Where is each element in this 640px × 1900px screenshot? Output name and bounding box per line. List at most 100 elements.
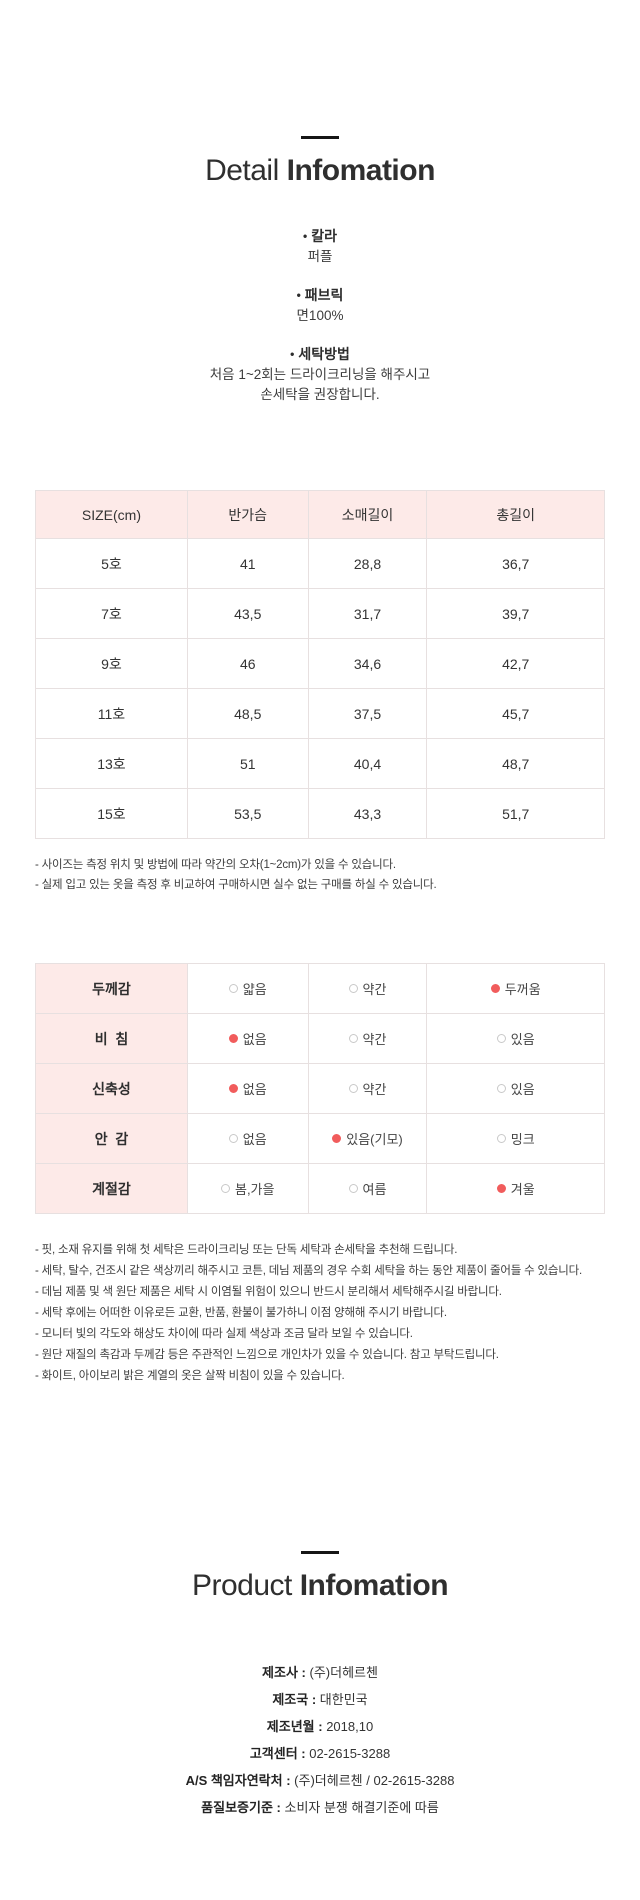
size-cell: 31,7 xyxy=(307,588,428,639)
attribute-option-cell: 없음 xyxy=(186,1063,309,1114)
size-cell: 11호 xyxy=(35,688,188,739)
spec-value-line: 손세탁을 권장합니다. xyxy=(260,387,380,402)
size-cell: 46 xyxy=(186,638,309,689)
care-notes: - 핏, 소재 유지를 위해 첫 세탁은 드라이크리닝 또는 단독 세탁과 손세… xyxy=(0,1240,640,1387)
spec-item-washing: • 세탁방법 처음 1~2회는 드라이크리닝을 해주시고 손세탁을 권장합니다. xyxy=(0,344,640,405)
bullet-icon: • xyxy=(303,229,308,243)
product-info-value: 02-2615-3288 xyxy=(309,1746,391,1761)
attribute-label-cell: 두께감 xyxy=(35,963,188,1014)
radio-icon xyxy=(496,1034,506,1043)
attribute-option-cell: 봄,가을 xyxy=(186,1163,309,1214)
size-table-row: 13호 51 40,4 48,7 xyxy=(35,738,605,789)
product-info-list: 제조사 : (주)더헤르첸 제조국 : 대한민국 제조년월 : 2018,10 … xyxy=(0,1659,640,1821)
attribute-label-cell: 비 침 xyxy=(35,1013,188,1064)
attribute-table: 두께감 얇음 약간 두꺼움 비 침 없음 약간 있음 신축성 없음 약간 있음 … xyxy=(35,963,605,1214)
size-table-row: 15호 53,5 43,3 51,7 xyxy=(35,788,605,839)
spec-label: • 세탁방법 xyxy=(0,344,640,365)
product-info-row-country: 제조국 : 대한민국 xyxy=(0,1686,640,1713)
radio-icon xyxy=(348,1034,358,1043)
product-info-separator: : xyxy=(297,1665,310,1680)
attribute-option-label: 있음 xyxy=(510,1032,535,1047)
size-cell: 5호 xyxy=(35,538,188,589)
title-bold: Infomation xyxy=(286,154,436,187)
attribute-option-cell: 약간 xyxy=(307,1013,428,1064)
size-cell: 40,4 xyxy=(307,738,428,789)
size-cell: 9호 xyxy=(35,638,188,689)
attribute-option-label: 없음 xyxy=(242,1132,267,1147)
attribute-option-cell: 두꺼움 xyxy=(426,963,605,1014)
attribute-option-cell: 약간 xyxy=(307,1063,428,1114)
radio-icon xyxy=(228,1034,238,1043)
size-cell: 42,7 xyxy=(426,638,605,689)
radio-icon xyxy=(496,1134,506,1143)
radio-icon xyxy=(220,1184,230,1193)
size-table-header-cell: SIZE(cm) xyxy=(35,490,188,539)
note-line: - 실제 입고 있는 옷을 측정 후 비교하여 구매하시면 실수 없는 구매를 … xyxy=(35,879,437,891)
size-table: SIZE(cm) 반가슴 소매길이 총길이 5호 41 28,8 36,7 7호… xyxy=(35,490,605,839)
attribute-option-label: 있음(기모) xyxy=(346,1132,403,1147)
radio-icon xyxy=(496,1184,506,1193)
attribute-option-cell: 있음 xyxy=(426,1013,605,1064)
attribute-option-label: 봄,가을 xyxy=(234,1182,275,1197)
bullet-icon: • xyxy=(290,347,295,361)
attribute-option-cell: 있음(기모) xyxy=(307,1113,428,1164)
size-table-row: 7호 43,5 31,7 39,7 xyxy=(35,588,605,639)
note-line: - 세탁 후에는 어떠한 이유로든 교환, 반품, 환불이 불가하니 이점 양해… xyxy=(35,1307,447,1319)
product-info-label: 제조사 xyxy=(262,1665,298,1680)
radio-icon xyxy=(348,1184,358,1193)
product-info-label: A/S 책임자연락처 xyxy=(185,1773,283,1788)
attribute-option-label: 약간 xyxy=(362,982,387,997)
spec-label: • 패브릭 xyxy=(0,285,640,306)
size-cell: 39,7 xyxy=(426,588,605,639)
section-divider-bar xyxy=(301,136,339,139)
product-info-separator: : xyxy=(272,1800,285,1815)
radio-icon xyxy=(228,1134,238,1143)
size-cell: 48,7 xyxy=(426,738,605,789)
product-section-title: Product Infomation xyxy=(0,1569,640,1603)
title-light: Detail xyxy=(205,154,279,187)
attribute-option-label: 밍크 xyxy=(510,1132,535,1147)
attribute-option-cell: 없음 xyxy=(186,1113,309,1164)
attribute-option-cell: 밍크 xyxy=(426,1113,605,1164)
size-cell: 36,7 xyxy=(426,538,605,589)
size-cell: 13호 xyxy=(35,738,188,789)
attribute-option-cell: 없음 xyxy=(186,1013,309,1064)
spec-label: • 칼라 xyxy=(0,226,640,247)
spec-item-fabric: • 패브릭 면100% xyxy=(0,285,640,326)
attribute-option-label: 약간 xyxy=(362,1032,387,1047)
radio-icon xyxy=(228,1084,238,1093)
size-cell: 51 xyxy=(186,738,309,789)
product-info-value: (주)더헤르첸 xyxy=(309,1665,378,1680)
size-table-notes: - 사이즈는 측정 위치 및 방법에 따라 약간의 오차(1~2cm)가 있을 … xyxy=(0,855,640,895)
note-line: - 세탁, 탈수, 건조시 같은 색상끼리 해주시고 코튼, 데님 제품의 경우… xyxy=(35,1265,582,1277)
spec-item-color: • 칼라 퍼플 xyxy=(0,226,640,267)
product-info-row-customer-center: 고객센터 : 02-2615-3288 xyxy=(0,1740,640,1767)
attribute-row-elasticity: 신축성 없음 약간 있음 xyxy=(35,1063,605,1114)
spec-value-line: 처음 1~2회는 드라이크리닝을 해주시고 xyxy=(209,367,431,382)
attribute-row-lining: 안 감 없음 있음(기모) 밍크 xyxy=(35,1113,605,1164)
section-divider-bar xyxy=(301,1551,339,1554)
attribute-row-thickness: 두께감 얇음 약간 두꺼움 xyxy=(35,963,605,1014)
title-bold: Infomation xyxy=(299,1569,449,1602)
attribute-option-label: 여름 xyxy=(362,1182,387,1197)
product-info-label: 품질보증기준 xyxy=(201,1800,273,1815)
radio-icon xyxy=(348,984,358,993)
size-cell: 34,6 xyxy=(307,638,428,689)
attribute-option-label: 있음 xyxy=(510,1082,535,1097)
spec-label-text: 세탁방법 xyxy=(298,346,350,362)
product-info-separator: : xyxy=(308,1692,320,1707)
spec-value-line: 퍼플 xyxy=(307,249,333,264)
product-info-value: 대한민국 xyxy=(319,1692,368,1707)
size-table-row: 11호 48,5 37,5 45,7 xyxy=(35,688,605,739)
attribute-option-cell: 약간 xyxy=(307,963,428,1014)
product-info-value: 2018,10 xyxy=(326,1719,374,1734)
size-cell: 37,5 xyxy=(307,688,428,739)
attribute-option-cell: 겨울 xyxy=(426,1163,605,1214)
size-cell: 43,5 xyxy=(186,588,309,639)
attribute-option-label: 약간 xyxy=(362,1082,387,1097)
bullet-icon: • xyxy=(296,288,301,302)
attribute-row-sheerness: 비 침 없음 약간 있음 xyxy=(35,1013,605,1064)
product-info-label: 제조년월 xyxy=(266,1719,315,1734)
size-cell: 53,5 xyxy=(186,788,309,839)
attribute-option-label: 얇음 xyxy=(242,982,267,997)
